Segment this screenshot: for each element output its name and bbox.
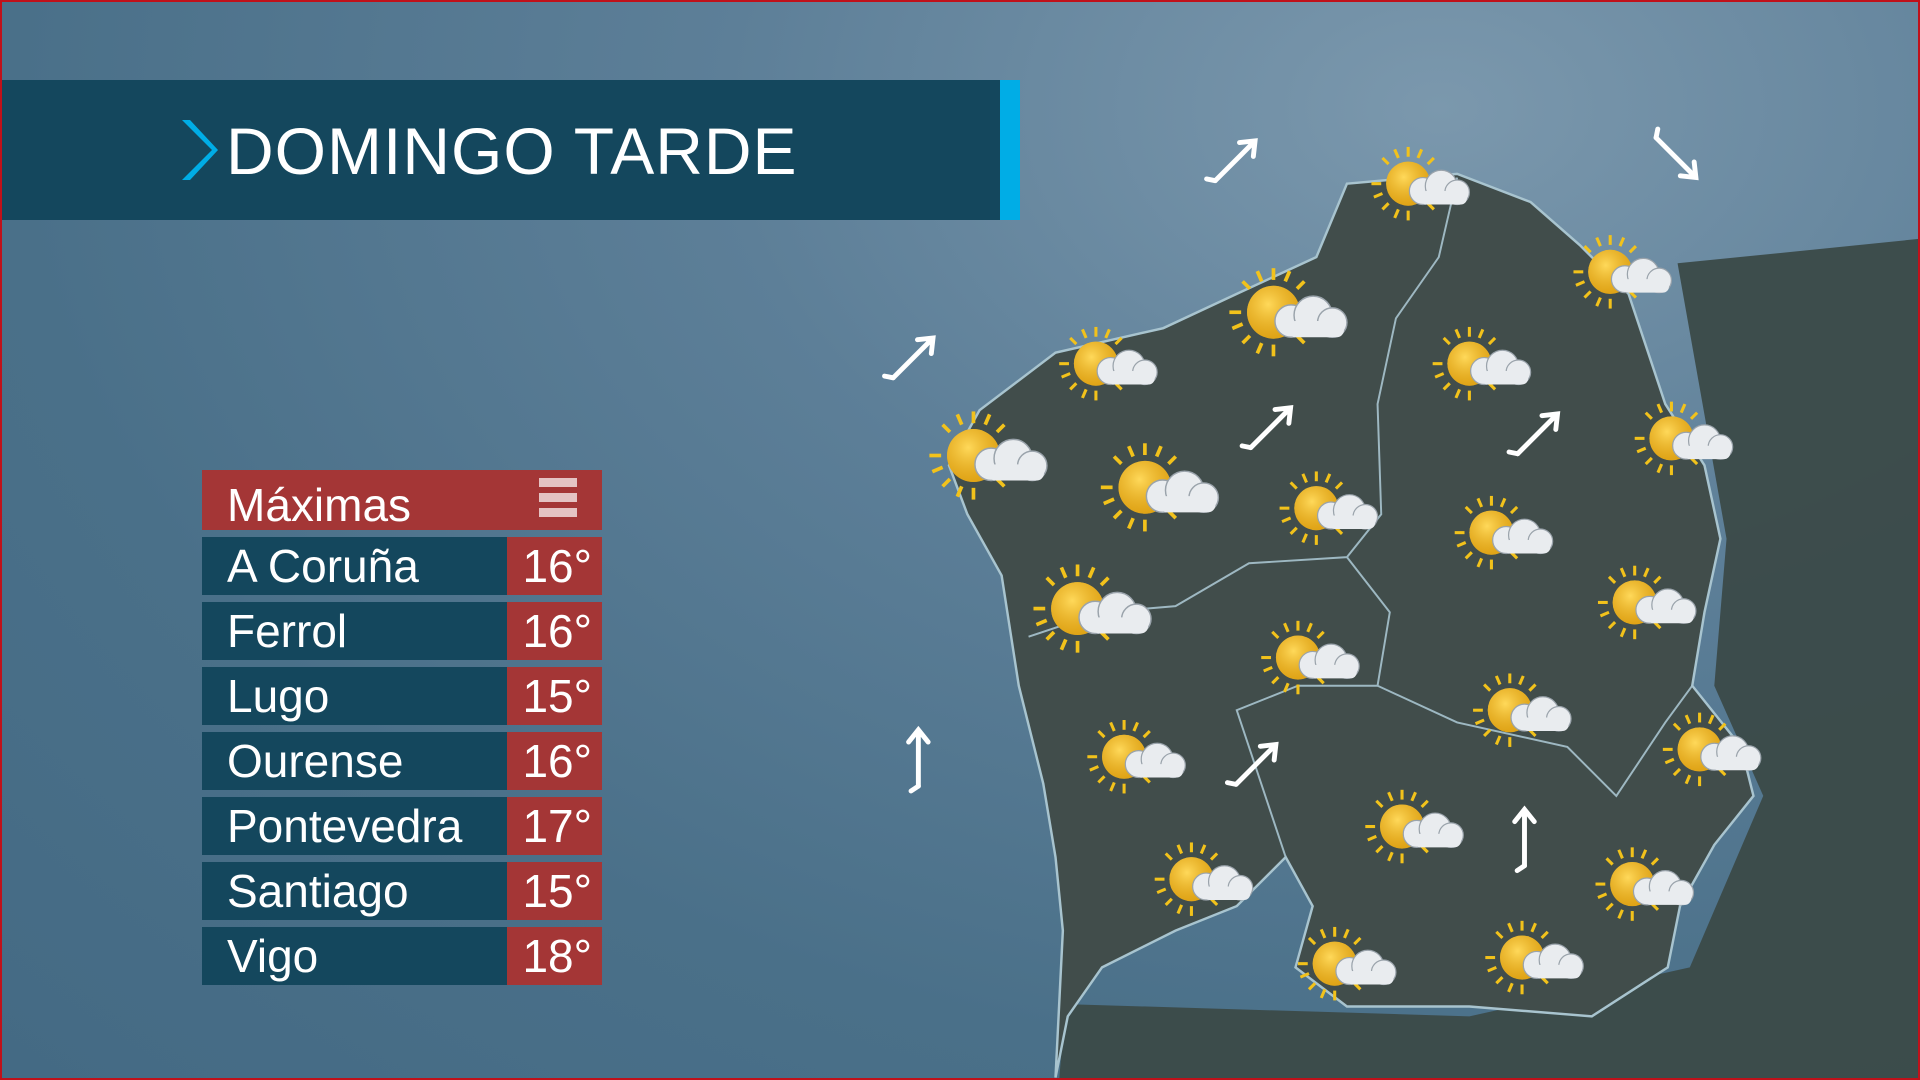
table-title: Máximas	[227, 479, 412, 531]
table-row: Lugo 15°	[202, 667, 602, 725]
city-name: Lugo	[202, 667, 507, 725]
title-bar	[0, 80, 1000, 220]
chevron-right-icon	[182, 120, 218, 180]
city-name: Ourense	[202, 732, 507, 790]
max-temp: 18°	[507, 927, 602, 985]
neighbor-land	[1059, 238, 1920, 1080]
max-temperature-table: Máximas A Coruña 16° Ferrol 16° Lugo 15° Ou…	[202, 470, 602, 985]
table-row: A Coruña 16°	[202, 537, 602, 595]
max-temp: 15°	[507, 667, 602, 725]
menu-lines-icon	[539, 472, 577, 528]
wind-arrow-icon	[1205, 134, 1262, 191]
table-header: Máximas	[202, 470, 602, 531]
city-name: Santiago	[202, 862, 507, 920]
city-name: Ferrol	[202, 602, 507, 660]
city-name: A Coruña	[202, 537, 507, 595]
city-name: Pontevedra	[202, 797, 507, 855]
page-title: DOMINGO TARDE	[226, 114, 798, 188]
table-row: Pontevedra 17°	[202, 797, 602, 855]
max-temp: 16°	[507, 732, 602, 790]
max-temp: 16°	[507, 537, 602, 595]
table-row: Vigo 18°	[202, 927, 602, 985]
table-row: Santiago 15°	[202, 862, 602, 920]
max-temp: 15°	[507, 862, 602, 920]
title-accent-stripe	[1000, 80, 1020, 220]
wind-arrow-icon	[1646, 127, 1703, 184]
galicia-land	[947, 172, 1755, 1078]
city-name: Vigo	[202, 927, 507, 985]
table-row: Ferrol 16°	[202, 602, 602, 660]
wind-arrow-icon	[909, 730, 929, 791]
table-row: Ourense 16°	[202, 732, 602, 790]
wind-arrow-icon	[883, 331, 940, 388]
max-temp: 16°	[507, 602, 602, 660]
max-temp: 17°	[507, 797, 602, 855]
